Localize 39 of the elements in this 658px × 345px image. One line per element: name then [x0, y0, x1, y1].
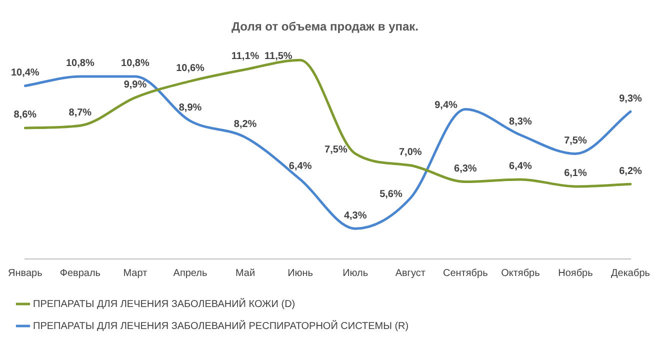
- x-tick-label: Март: [123, 268, 148, 279]
- x-tick-label: Октябрь: [501, 268, 540, 279]
- x-tick-label: Январь: [8, 268, 42, 279]
- data-label: 6,1%: [564, 168, 587, 180]
- data-label: 8,7%: [68, 107, 92, 118]
- x-tick-label: Май: [235, 268, 256, 279]
- data-label: 11,5%: [264, 50, 292, 62]
- chart-title: Доля от объема продаж в упак.: [231, 20, 419, 34]
- data-label: 6,3%: [454, 164, 477, 175]
- x-tick-label: Февраль: [60, 268, 100, 279]
- data-label: 11,1%: [231, 51, 260, 62]
- x-tick-label: Декабрь: [611, 268, 650, 279]
- legend-label: ПРЕПАРАТЫ ДЛЯ ЛЕЧЕНИЯ ЗАБОЛЕВАНИЙ КОЖИ (D): [33, 296, 296, 310]
- data-label: 4,3%: [344, 210, 367, 222]
- x-tick-label: Ноябрь: [558, 268, 593, 279]
- data-label: 9,9%: [124, 79, 147, 90]
- data-label: 10,4%: [10, 68, 40, 79]
- data-label: 7,5%: [324, 144, 348, 156]
- legend-label: ПРЕПАРАТЫ ДЛЯ ЛЕЧЕНИЯ ЗАБОЛЕВАНИЙ РЕСПИРАТОРНОЙ СИСТЕМЫ (R): [33, 318, 409, 332]
- data-label: 9,4%: [434, 100, 458, 111]
- data-label: 6,2%: [619, 166, 642, 177]
- data-label: 10,8%: [121, 58, 150, 70]
- data-label: 7,0%: [398, 147, 422, 158]
- data-label: 7,5%: [564, 135, 587, 146]
- x-tick-label: Август: [395, 268, 426, 279]
- data-label: 9,3%: [619, 93, 642, 104]
- data-label: 8,2%: [234, 119, 257, 130]
- data-label: 8,3%: [509, 116, 532, 128]
- data-label: 6,4%: [288, 161, 312, 172]
- x-tick-label: Сентябрь: [443, 268, 488, 279]
- data-label: 8,6%: [14, 110, 37, 121]
- data-label: 5,6%: [380, 188, 402, 200]
- data-label: 10,6%: [176, 62, 205, 74]
- x-tick-label: Июнь: [288, 268, 314, 279]
- x-tick-label: Июль: [342, 268, 368, 279]
- x-tick-label: Апрель: [173, 268, 208, 279]
- data-label: 10,8%: [66, 58, 94, 70]
- data-label: 8,9%: [178, 102, 202, 114]
- data-label: 6,4%: [509, 161, 532, 172]
